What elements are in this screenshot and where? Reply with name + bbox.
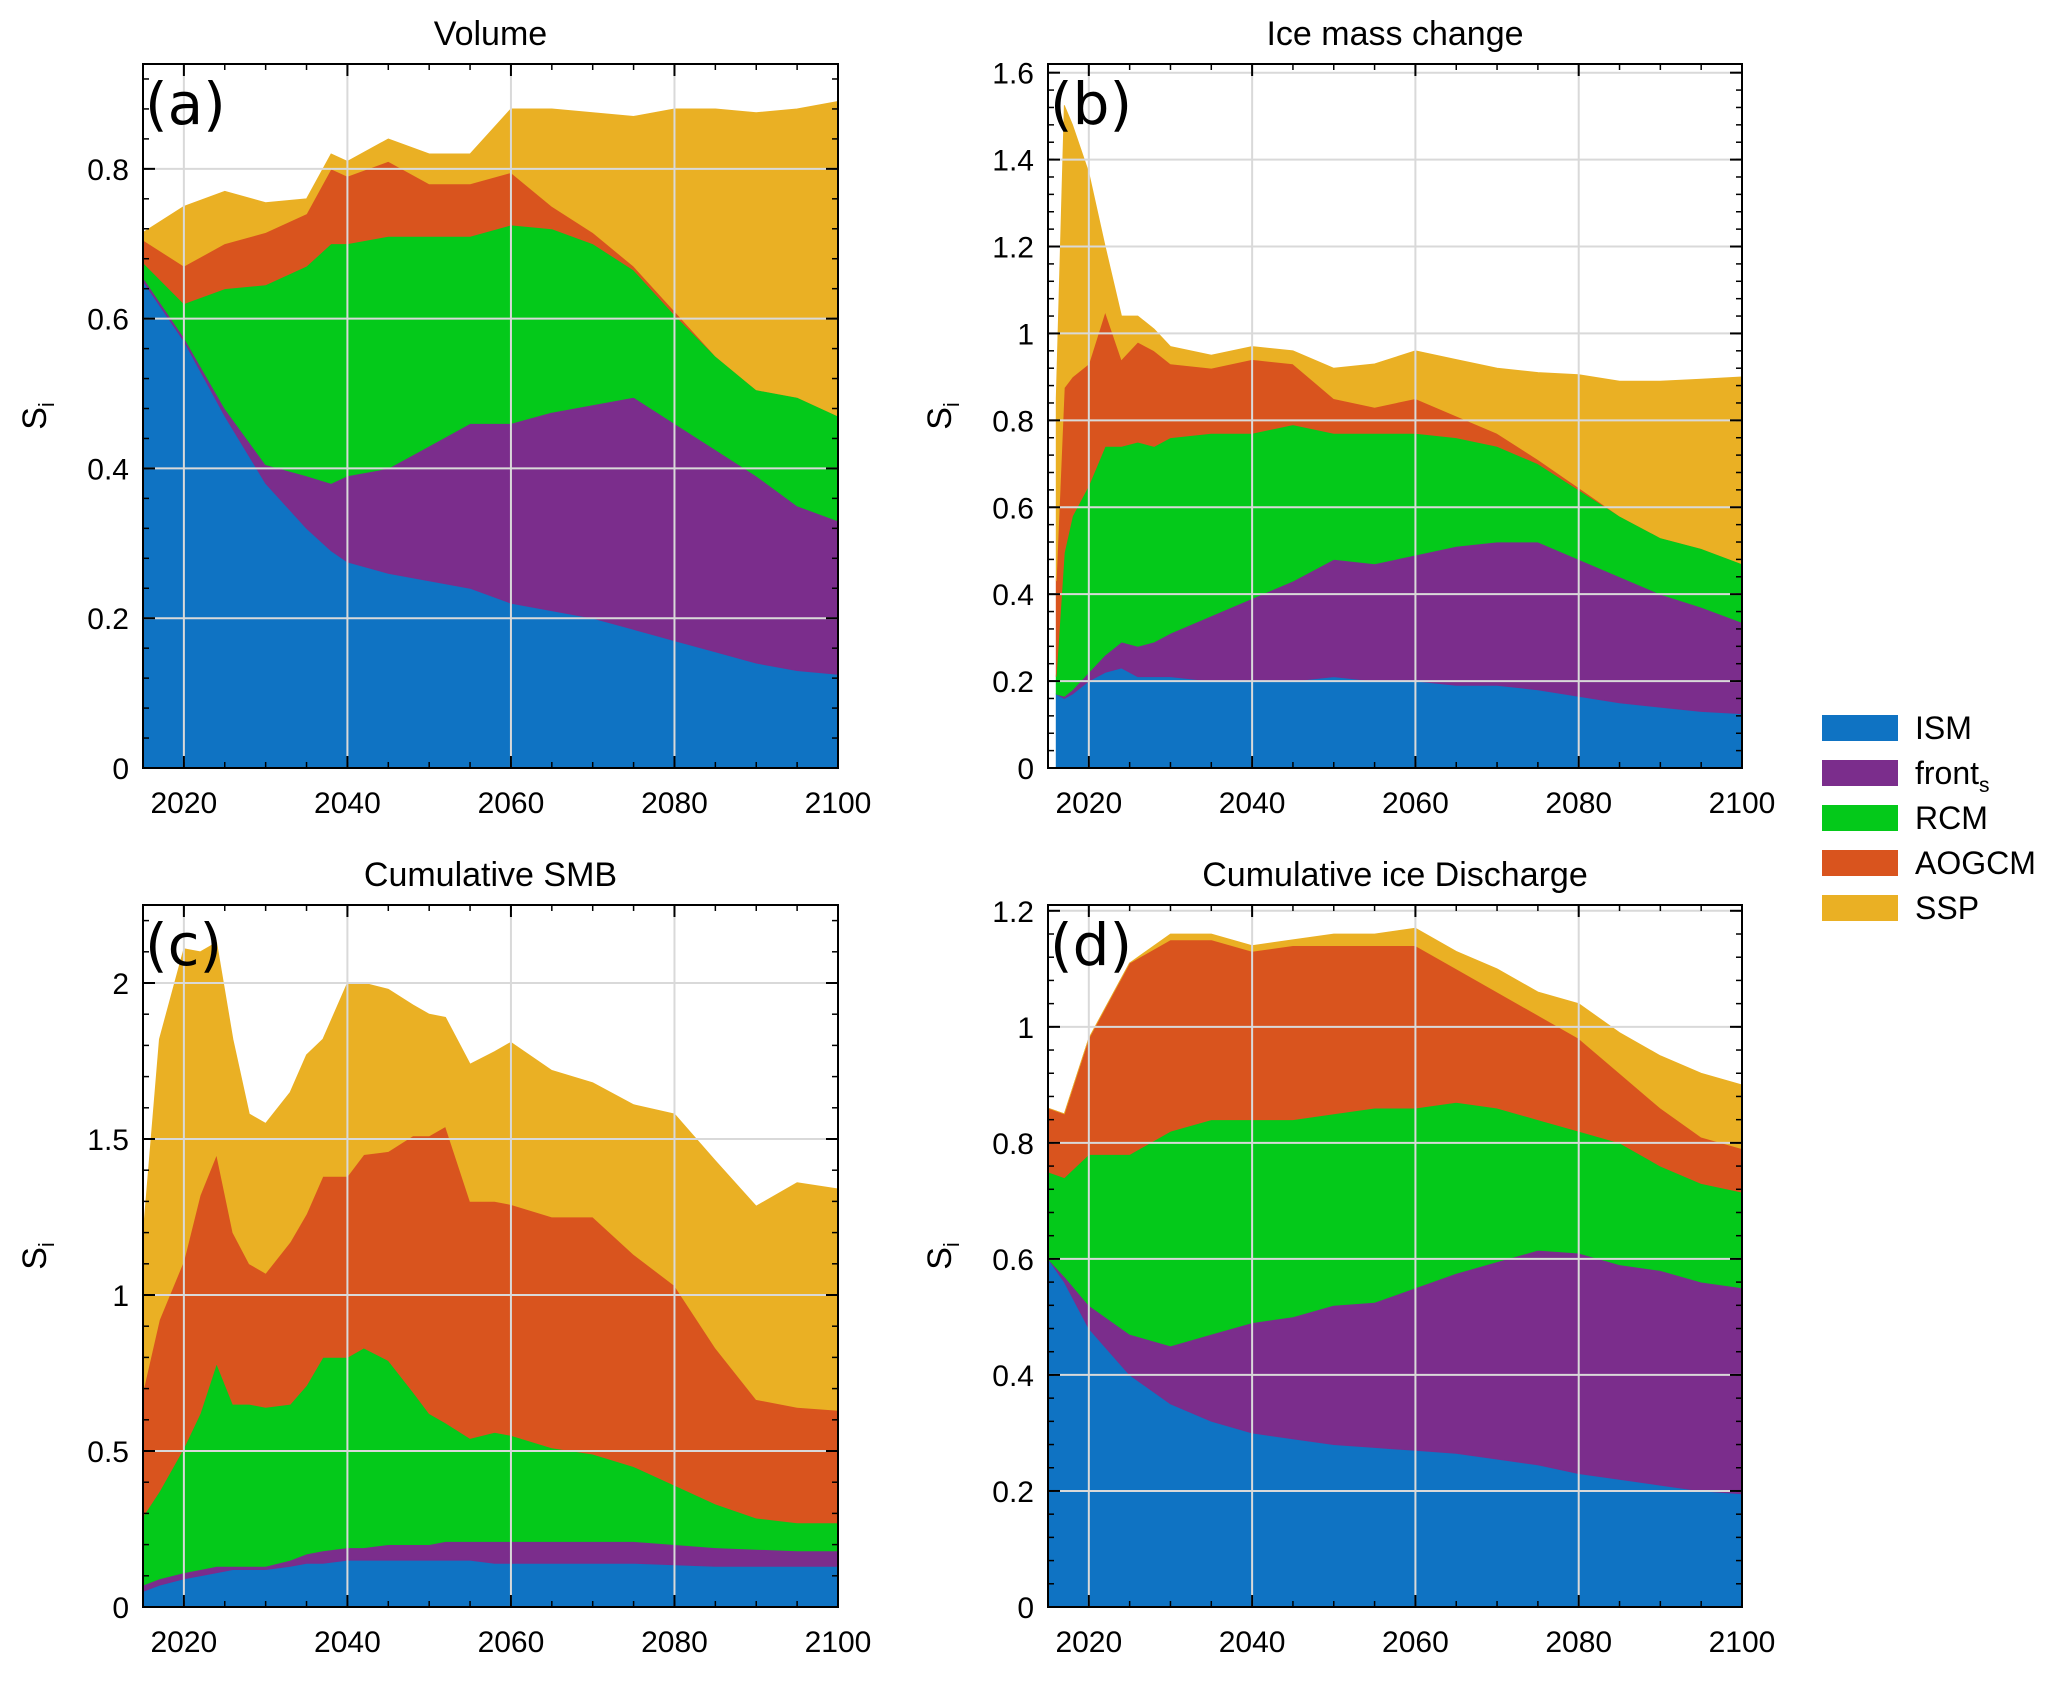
x-tick-label: 2040	[1219, 1626, 1286, 1659]
legend-swatch	[1822, 715, 1898, 741]
y-tick-label: 0.5	[87, 1436, 129, 1469]
y-tick-label: 1	[1017, 1012, 1034, 1045]
area-ssp	[143, 100, 838, 417]
y-tick-label: 0.2	[992, 666, 1034, 699]
x-tick-label: 2040	[314, 787, 381, 820]
y-tick-label: 0.2	[992, 1476, 1034, 1509]
legend-label: RCM	[1915, 800, 1988, 836]
y-tick-label: 0.6	[992, 1244, 1034, 1277]
y-axis-label: Si	[16, 402, 59, 430]
x-tick-label: 2080	[641, 1626, 708, 1659]
x-tick-label: 2060	[1382, 787, 1449, 820]
legend-item-ism: ISM	[1822, 710, 1972, 746]
chart-title: Ice mass change	[1266, 15, 1523, 53]
stacked-areas	[143, 941, 838, 1607]
legend-label: AOGCM	[1915, 845, 2036, 881]
y-tick-label: 1.5	[87, 1124, 129, 1157]
x-tick-label: 2080	[1545, 787, 1612, 820]
area-ssp	[143, 941, 838, 1411]
y-tick-label: 0.6	[87, 304, 129, 337]
x-tick-label: 2020	[151, 1626, 218, 1659]
chart-title: Cumulative ice Discharge	[1202, 856, 1588, 894]
y-tick-label: 0.4	[992, 1360, 1034, 1393]
axes-frame	[1047, 63, 1743, 769]
panel-label: (c)	[145, 911, 222, 979]
panel-label: (b)	[1050, 70, 1132, 138]
y-tick-label: 0	[1017, 753, 1034, 786]
y-axis-label: Si	[16, 1242, 59, 1270]
legend-label: SSP	[1915, 890, 1979, 926]
y-tick-label: 0.8	[992, 405, 1034, 438]
y-axis-label: Si	[921, 402, 964, 430]
x-tick-label: 2060	[478, 1626, 545, 1659]
axes-frame	[1047, 904, 1743, 1608]
axes-frame	[142, 63, 839, 769]
x-tick-label: 2100	[1709, 787, 1776, 820]
legend-item-ssp: SSP	[1822, 890, 1979, 926]
chart-title: Volume	[434, 15, 547, 53]
y-tick-label: 0	[1017, 1592, 1034, 1625]
x-tick-label: 2100	[805, 1626, 872, 1659]
y-tick-label: 1.4	[992, 145, 1034, 178]
x-tick-label: 2020	[1055, 1626, 1122, 1659]
y-tick-label: 1	[112, 1280, 129, 1313]
x-tick-label: 2080	[1545, 1626, 1612, 1659]
x-tick-label: 2020	[1055, 787, 1122, 820]
x-tick-label: 2060	[1382, 1626, 1449, 1659]
y-tick-label: 0.4	[992, 579, 1034, 612]
x-tick-label: 2060	[478, 787, 545, 820]
chart-title: Cumulative SMB	[364, 856, 617, 894]
y-tick-label: 1.2	[992, 896, 1034, 929]
panel-d: 2020 2040 2060 2080 2100 0 0.2 0.4 0.6 0.8 1 1.2 Cum…	[921, 856, 1775, 1659]
legend-swatch	[1822, 760, 1898, 786]
area-ssp	[1048, 927, 1742, 1150]
legend-item-aogcm: AOGCM	[1822, 845, 2036, 881]
y-tick-label: 0	[112, 1592, 129, 1625]
stacked-areas	[143, 100, 838, 768]
y-axis-label: Si	[921, 1242, 964, 1270]
legend-label: ISM	[1915, 710, 1972, 746]
y-tick-label: 0	[112, 753, 129, 786]
y-tick-label: 0.2	[87, 603, 129, 636]
legend-item-front: fronts	[1822, 755, 1990, 797]
area-ssp	[1055, 105, 1742, 582]
panel-b: 2020 2040 2060 2080 2100 0 0.2 0.4 0.6 0.8 1 1.2 1.4…	[921, 15, 1775, 820]
legend-swatch	[1822, 850, 1898, 876]
y-tick-label: 1.2	[992, 232, 1034, 265]
x-tick-label: 2040	[1219, 787, 1286, 820]
x-tick-label: 2100	[1709, 1626, 1776, 1659]
y-tick-label: 0.4	[87, 453, 129, 486]
x-tick-label: 2020	[151, 787, 218, 820]
x-tick-label: 2080	[641, 787, 708, 820]
panel-label: (d)	[1050, 911, 1132, 979]
y-tick-label: 0.8	[992, 1128, 1034, 1161]
y-tick-label: 0.8	[87, 154, 129, 187]
legend-label: fronts	[1915, 755, 1990, 797]
legend-item-rcm: RCM	[1822, 800, 1988, 836]
y-tick-label: 1.6	[992, 58, 1034, 91]
y-tick-label: 0.6	[992, 492, 1034, 525]
y-tick-label: 2	[112, 968, 129, 1001]
panel-c: 2020 2040 2060 2080 2100 0 0.5 1 1.5 2 Cumulative …	[16, 856, 871, 1659]
x-tick-label: 2100	[805, 787, 872, 820]
stacked-areas	[1055, 105, 1742, 768]
y-tick-label: 1	[1017, 318, 1034, 351]
stacked-areas	[1048, 927, 1742, 1607]
panel-a: 2020 2040 2060 2080 2100 0 0.2 0.4 0.6 0.8 Volume (…	[16, 15, 871, 820]
legend-swatch	[1822, 805, 1898, 831]
axes-frame	[142, 904, 839, 1608]
panel-label: (a)	[145, 70, 226, 138]
x-tick-label: 2040	[314, 1626, 381, 1659]
legend-swatch	[1822, 895, 1898, 921]
panels: 2020 2040 2060 2080 210000.20.40.60.8Volume(…	[16, 15, 1775, 1659]
